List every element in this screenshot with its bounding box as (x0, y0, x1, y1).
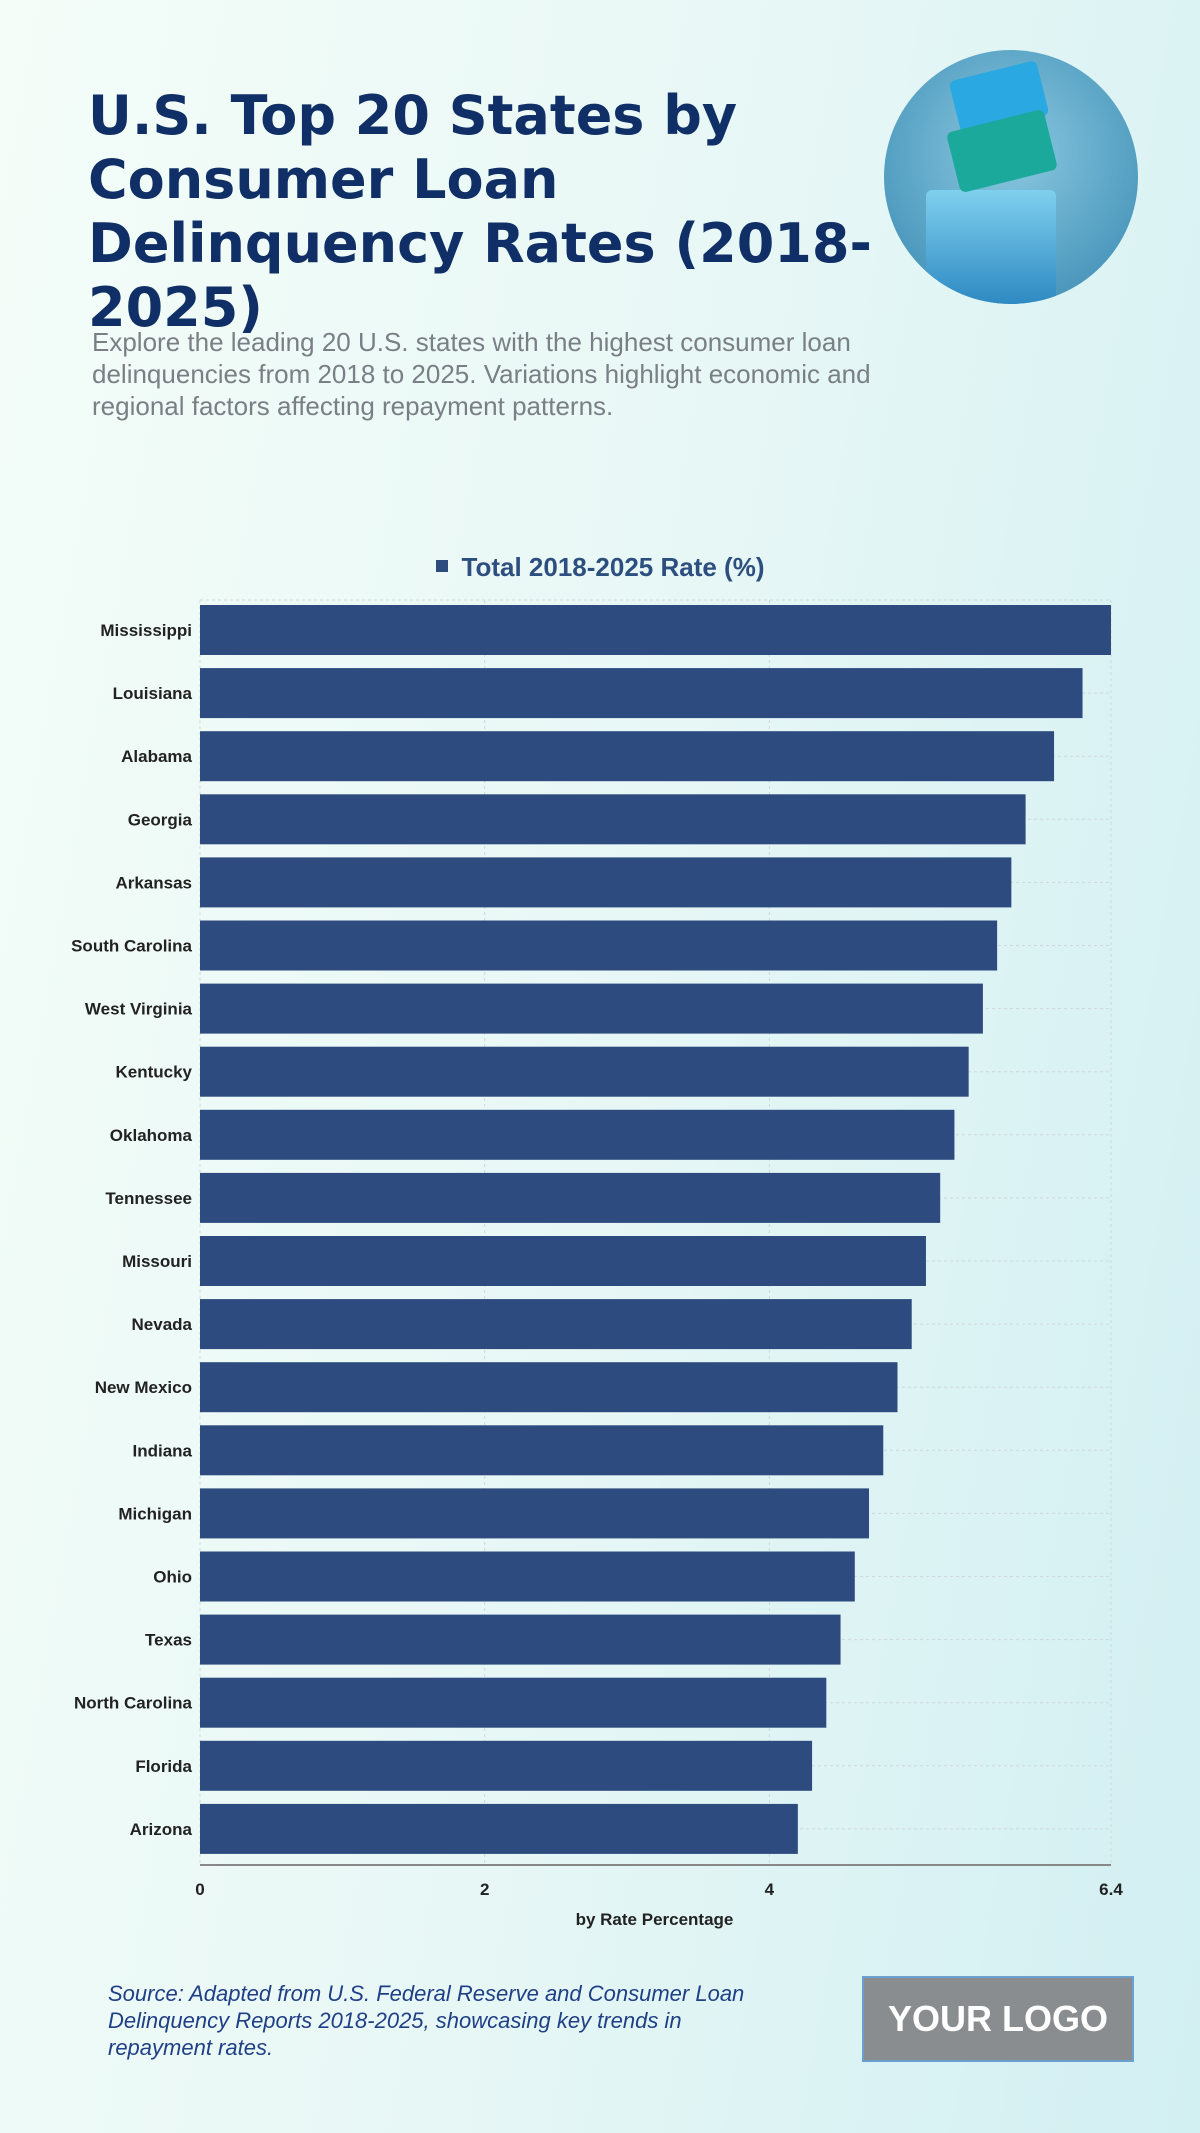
bar-chart: 0 2 4 6.4 Mississippi Louisiana Alabama Georgia… (71, 599, 1123, 1929)
bar-mississippi (200, 605, 1111, 655)
bar-oklahoma (200, 1109, 955, 1160)
y-category-label: West Virginia (85, 1000, 193, 1019)
bar-ohio (200, 1551, 855, 1602)
y-category-label: South Carolina (71, 937, 192, 956)
hero-illustration (884, 50, 1138, 304)
bar-south-carolina (200, 920, 998, 971)
bar-indiana (200, 1425, 884, 1476)
y-category-label: Kentucky (115, 1063, 192, 1082)
y-category-label: Florida (135, 1757, 192, 1776)
y-category-label: Georgia (128, 810, 193, 829)
legend-swatch (435, 560, 448, 573)
y-category-label: Oklahoma (110, 1126, 193, 1145)
y-category-label: Michigan (118, 1504, 192, 1523)
bar-louisiana (200, 668, 1083, 719)
bar-west-virginia (200, 983, 983, 1034)
x-tick-label: 0 (195, 1880, 204, 1899)
bar-missouri (200, 1236, 926, 1286)
y-category-label: Louisiana (113, 684, 193, 703)
bar-arizona (200, 1803, 798, 1854)
y-category-label: Texas (145, 1631, 192, 1650)
x-tick-label: 2 (480, 1880, 489, 1899)
page-subtitle: Explore the leading 20 U.S. states with … (92, 327, 871, 421)
bar-texas (200, 1614, 841, 1665)
bar-north-carolina (200, 1677, 827, 1728)
bar-florida (200, 1740, 813, 1791)
source-note: Source: Adapted from U.S. Federal Reserv… (108, 1981, 745, 2060)
legend-label: Total 2018-2025 Rate (%) (461, 552, 765, 582)
y-category-label: New Mexico (95, 1378, 192, 1397)
y-category-label: Ohio (153, 1568, 192, 1587)
y-category-label: Indiana (132, 1441, 192, 1460)
chart-legend: Total 2018-2025 Rate (%) (0, 552, 1200, 583)
bar-arkansas (200, 857, 1012, 908)
x-tick-label: 4 (765, 1880, 775, 1899)
y-category-label: Arizona (130, 1820, 193, 1839)
bar-nevada (200, 1299, 912, 1350)
y-category-label: Tennessee (105, 1189, 192, 1208)
y-category-label: Missouri (122, 1252, 192, 1271)
bar-georgia (200, 794, 1026, 845)
x-tick-label: 6.4 (1099, 1880, 1123, 1899)
y-category-label: Nevada (132, 1315, 193, 1334)
y-category-label: Mississippi (100, 621, 192, 640)
bar-michigan (200, 1488, 870, 1539)
bar-new-mexico (200, 1362, 898, 1413)
x-axis-title: by Rate Percentage (576, 1910, 734, 1929)
y-category-label: North Carolina (74, 1694, 193, 1713)
bar-tennessee (200, 1172, 941, 1223)
y-category-label: Alabama (121, 747, 192, 766)
bar-kentucky (200, 1046, 969, 1097)
y-category-label: Arkansas (115, 873, 192, 892)
pedestal-illustration (926, 190, 1056, 304)
logo-placeholder: YOUR LOGO (862, 1976, 1134, 2062)
page-title: U.S. Top 20 States by Consumer Loan Deli… (88, 84, 872, 339)
bar-alabama (200, 731, 1055, 782)
